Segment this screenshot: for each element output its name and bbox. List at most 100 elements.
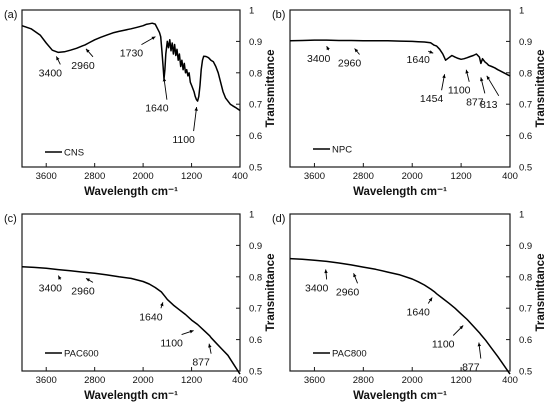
plot-frame: [289, 9, 511, 168]
annotation-label: 877: [462, 362, 480, 374]
annotation-arrowhead: [85, 278, 90, 282]
annotation-arrowhead: [480, 77, 484, 82]
y-tick-label: 0.6: [249, 131, 262, 142]
panel-label: (d): [272, 213, 285, 225]
y-tick-label: 0.7: [519, 100, 532, 111]
plot-frame: [21, 213, 241, 372]
annotation-arrowhead: [85, 48, 90, 53]
annotation-label: 2960: [338, 58, 362, 70]
y-tick-label: 0.9: [519, 37, 532, 48]
annotation-label: 1100: [172, 134, 195, 146]
annotation-arrowhead: [324, 269, 328, 274]
panel-label: (a): [4, 9, 17, 21]
y-tick-label: 0.6: [519, 335, 532, 346]
x-tick-label: 2800: [84, 375, 105, 386]
annotation-arrowhead: [459, 325, 464, 330]
y-tick-label: 1: [249, 210, 254, 221]
series-line: [289, 257, 511, 375]
annotation-label: 3400: [307, 53, 331, 65]
x-axis-label: Wavelength cm⁻¹: [353, 390, 447, 402]
y-tick-label: 0.8: [519, 272, 532, 283]
y-tick-label: 1: [249, 6, 254, 17]
x-tick-label: 400: [502, 171, 518, 182]
annotation-label: 1454: [420, 93, 444, 105]
x-tick-label: 2000: [402, 375, 423, 386]
annotation-arrowhead: [353, 273, 357, 278]
x-tick-label: 1200: [451, 375, 472, 386]
annotation-label: 877: [192, 357, 210, 369]
annotation-arrowhead: [151, 36, 156, 40]
annotation-arrowhead: [442, 74, 446, 79]
x-axis-label: Wavelength cm⁻¹: [84, 186, 178, 198]
annotation-label: 2960: [336, 286, 360, 298]
annotation-arrowhead: [189, 330, 194, 334]
x-tick-label: 2000: [133, 375, 154, 386]
annotation-label: 1730: [120, 48, 144, 60]
annotation-label: 3400: [305, 282, 329, 294]
annotation-label: 1100: [160, 338, 183, 350]
annotation-arrowhead: [208, 343, 212, 348]
annotation-arrowhead: [465, 69, 469, 74]
series-line: [21, 22, 241, 112]
series-line: [21, 266, 241, 375]
y-tick-label: 1: [519, 210, 524, 221]
y-tick-label: 0.9: [249, 37, 262, 48]
annotation-arrowhead: [56, 56, 60, 61]
x-tick-label: 2800: [353, 171, 374, 182]
annotation-arrowhead: [162, 77, 167, 82]
x-tick-label: 2000: [133, 171, 154, 182]
annotation-arrowhead: [58, 275, 62, 280]
x-tick-label: 400: [502, 375, 518, 386]
annotation-label: 1640: [407, 307, 431, 319]
annotation-label: 1640: [139, 311, 163, 323]
annotation-label: 2960: [71, 285, 95, 297]
x-tick-label: 3600: [304, 171, 325, 182]
annotation-arrowhead: [354, 48, 359, 53]
y-tick-label: 0.5: [249, 367, 262, 378]
annotation-arrowhead: [486, 75, 491, 80]
annotation-label: 877: [466, 96, 484, 108]
annotation-arrow: [163, 77, 168, 100]
y-axis-label: Transmittance: [265, 50, 277, 128]
legend-label: PAC600: [64, 349, 99, 360]
annotation-label: 2960: [71, 60, 95, 72]
series-line: [289, 39, 511, 77]
panel-label: (c): [4, 213, 17, 225]
x-axis-label: Wavelength cm⁻¹: [353, 186, 447, 198]
annotation-label: 3400: [39, 283, 63, 295]
annotation-label: 1100: [448, 85, 471, 97]
y-tick-label: 0.7: [249, 100, 262, 111]
annotation-arrow: [193, 107, 198, 132]
annotation-arrowhead: [429, 50, 434, 54]
x-tick-label: 1200: [181, 171, 202, 182]
annotation-arrowhead: [326, 46, 330, 51]
annotation-arrowhead: [160, 302, 164, 307]
y-tick-label: 1: [519, 6, 524, 17]
legend-label: PAC800: [332, 349, 367, 360]
annotation-label: 1640: [407, 54, 431, 66]
x-tick-label: 400: [232, 171, 248, 182]
annotation-label: 813: [480, 99, 498, 111]
y-tick-label: 0.9: [519, 241, 532, 252]
y-tick-label: 0.5: [519, 163, 532, 174]
y-axis-label: Transmittance: [535, 254, 547, 332]
annotation-arrowhead: [428, 297, 433, 302]
legend-label: CNS: [64, 148, 84, 159]
y-tick-label: 0.8: [249, 272, 262, 283]
legend-label: NPC: [332, 145, 352, 156]
y-axis-label: Transmittance: [535, 50, 547, 128]
y-tick-label: 0.9: [249, 241, 262, 252]
y-tick-label: 0.7: [519, 304, 532, 315]
annotation-arrowhead: [194, 107, 198, 111]
annotation-arrow: [486, 75, 500, 97]
y-tick-label: 0.5: [249, 163, 262, 174]
y-tick-label: 0.8: [519, 68, 532, 79]
plot-frame: [21, 9, 241, 168]
x-axis-label: Wavelength cm⁻¹: [84, 390, 178, 402]
y-tick-label: 0.5: [519, 367, 532, 378]
